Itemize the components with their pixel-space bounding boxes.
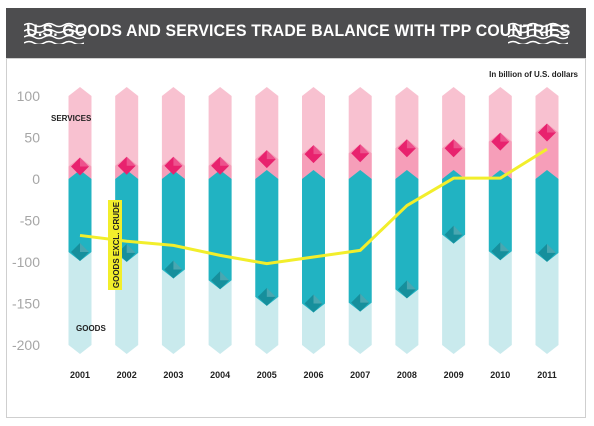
x-tick-label-2006: 2006	[303, 370, 323, 380]
services-marker-2001-facet	[80, 157, 89, 167]
goods-bar-2006	[302, 170, 325, 313]
services-marker-2002-facet	[126, 156, 136, 166]
series-label-goods-excl-crude: GOODS EXCL. CRUDE	[112, 201, 121, 288]
services-marker-2005-facet	[266, 150, 276, 160]
services-marker-2002	[117, 156, 136, 175]
goods-bar-2005	[255, 170, 279, 306]
goods-bar-2003	[161, 170, 185, 279]
x-tick-label-2005: 2005	[257, 370, 277, 380]
goods-bar-2001	[68, 170, 92, 262]
goods-bar-2007	[348, 170, 372, 312]
wave-decoration-right-icon	[508, 22, 568, 44]
services-marker-2010-facet	[500, 132, 510, 142]
title-banner: U.S. GOODS AND SERVICES TRADE BALANCE WI…	[6, 8, 586, 58]
chart-title: U.S. GOODS AND SERVICES TRADE BALANCE WI…	[26, 21, 571, 40]
goods-marker-2004	[211, 271, 230, 290]
x-tick-label-2011: 2011	[537, 370, 557, 380]
goods-marker-2002-facet	[126, 243, 136, 253]
y-tick-label-6: -200	[12, 337, 40, 353]
unit-note: In billion of U.S. dollars	[489, 70, 578, 79]
y-tick-label-0: 100	[17, 88, 41, 104]
y-tick-label-4: -100	[12, 254, 40, 270]
x-tick-label-2007: 2007	[350, 370, 370, 380]
goods-marker-2002	[117, 243, 136, 262]
goods-marker-2001-facet	[80, 243, 89, 253]
goods-bar-2008	[395, 170, 419, 299]
goods-marker-2007-facet	[360, 293, 370, 303]
goods-marker-2011-facet	[547, 243, 556, 253]
services-marker-2011-facet	[547, 123, 556, 133]
y-tick-label-5: -150	[12, 296, 40, 312]
goods-marker-2008-facet	[406, 280, 416, 290]
goods-bar-2009	[442, 170, 466, 244]
goods-bar-2011	[535, 170, 559, 262]
x-tick-label-2003: 2003	[163, 370, 183, 380]
goods-marker-2003-facet	[173, 260, 183, 270]
services-bar-2011	[535, 123, 559, 188]
wave-decoration-left-icon	[24, 22, 84, 44]
goods-marker-2011	[538, 243, 556, 262]
services-marker-2008	[397, 139, 416, 158]
goods-marker-2006	[304, 294, 323, 313]
goods-marker-2005-facet	[266, 287, 276, 297]
services-marker-2006-facet	[313, 145, 323, 155]
goods-marker-2005	[257, 287, 276, 306]
goods-bar-2004	[208, 170, 232, 290]
goods-marker-2006-facet	[313, 294, 323, 304]
series-label-services: SERVICES	[51, 114, 92, 123]
services-marker-2003-facet	[173, 156, 183, 166]
goods-marker-2007	[351, 293, 370, 312]
series-label-goods: GOODS	[76, 324, 106, 333]
goods-marker-2003	[164, 260, 183, 279]
x-tick-label-2010: 2010	[490, 370, 510, 380]
services-marker-2001	[71, 157, 89, 176]
x-tick-label-2002: 2002	[117, 370, 137, 380]
series-label-highlight	[108, 200, 122, 290]
y-tick-label-3: -50	[20, 213, 40, 229]
goods-bar-2010	[488, 170, 512, 261]
services-marker-2011	[538, 123, 556, 142]
series-label-goods-excl-crude-group: GOODS EXCL. CRUDE	[108, 200, 122, 290]
x-tick-label-2001: 2001	[70, 370, 90, 380]
goods-marker-2010	[491, 242, 510, 261]
services-marker-2008-facet	[406, 139, 416, 149]
services-marker-2003	[164, 156, 183, 175]
goods-excl-crude-line	[79, 147, 548, 266]
services-marker-2004-facet	[220, 156, 230, 166]
x-tick-label-2009: 2009	[444, 370, 464, 380]
goods-marker-2009	[444, 225, 463, 244]
services-marker-2004	[211, 156, 230, 175]
goods-marker-2008	[397, 280, 416, 299]
services-marker-2010	[491, 132, 510, 151]
goods-marker-2010-facet	[500, 242, 510, 252]
services-marker-2009	[444, 139, 463, 158]
y-tick-label-1: 50	[24, 130, 40, 146]
services-marker-2005	[257, 150, 276, 169]
goods-marker-2004-facet	[220, 271, 230, 281]
y-tick-label-2: 0	[32, 171, 40, 187]
x-tick-label-2008: 2008	[397, 370, 417, 380]
services-marker-2009-facet	[453, 139, 463, 149]
x-tick-label-2004: 2004	[210, 370, 230, 380]
goods-marker-2001	[71, 243, 89, 262]
services-marker-2007-facet	[360, 144, 370, 154]
services-marker-2007	[351, 144, 370, 163]
services-marker-2006	[304, 145, 323, 164]
goods-marker-2009-facet	[453, 225, 463, 235]
